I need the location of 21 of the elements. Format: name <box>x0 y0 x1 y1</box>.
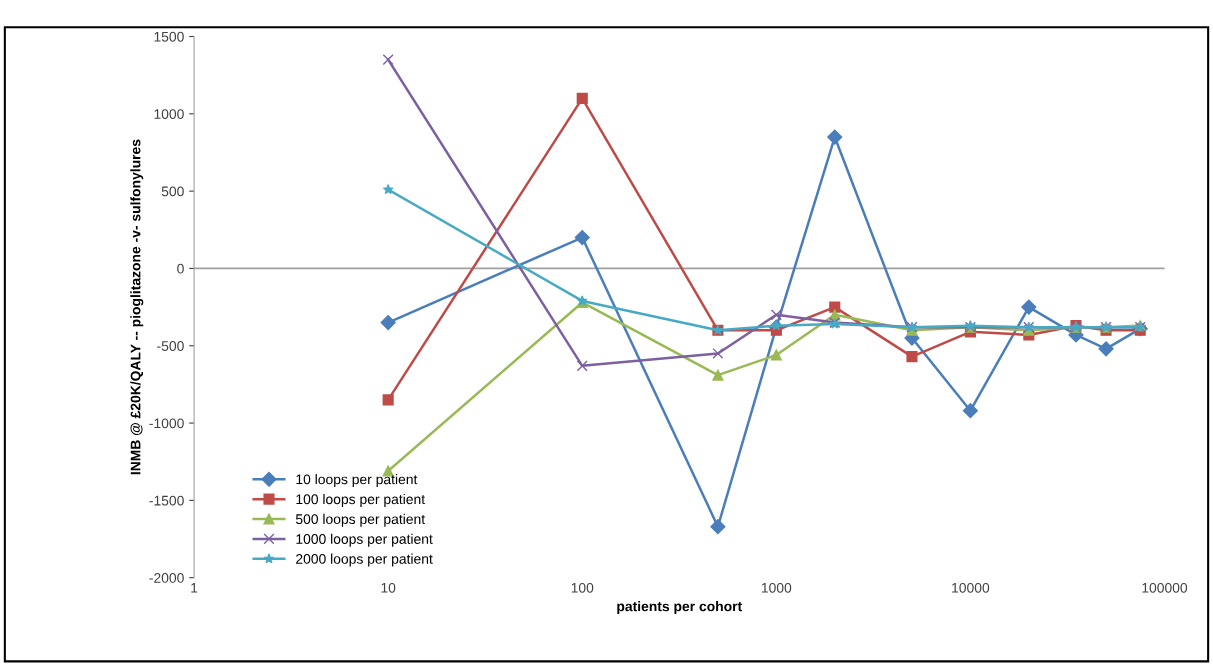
legend-label: 500 loops per patient <box>295 513 425 527</box>
y-tick-label: 1500 <box>154 31 184 42</box>
y-tick-label: 0 <box>177 263 184 274</box>
x-tick-label: 100 <box>571 582 594 593</box>
x-axis-title: patients per cohort <box>617 601 743 614</box>
x-tick-label: 10000 <box>952 582 990 593</box>
legend-label: 1000 loops per patient <box>296 533 433 547</box>
x-tick-label: 1000 <box>761 582 792 593</box>
legend-label: 10 loops per patient <box>296 474 418 487</box>
x-tick-label: 1 <box>191 583 198 593</box>
x-tick-label: 10 <box>381 582 396 593</box>
y-tick-label: -1000 <box>149 418 184 429</box>
legend-label: 2000 loops per patient <box>296 553 433 567</box>
legend-label: 100 loops per patient <box>296 493 425 507</box>
y-tick-label: -2000 <box>149 573 184 583</box>
y-tick-label: -500 <box>157 341 184 351</box>
x-tick-label: 100000 <box>1142 582 1188 593</box>
y-tick-label: 500 <box>161 186 184 197</box>
y-tick-label: 1000 <box>154 109 184 119</box>
y-tick-label: -1500 <box>149 495 184 506</box>
y-axis-title: INMB @ £20K/QALY -- pioglitazone -v- sulfonylures <box>130 139 144 475</box>
